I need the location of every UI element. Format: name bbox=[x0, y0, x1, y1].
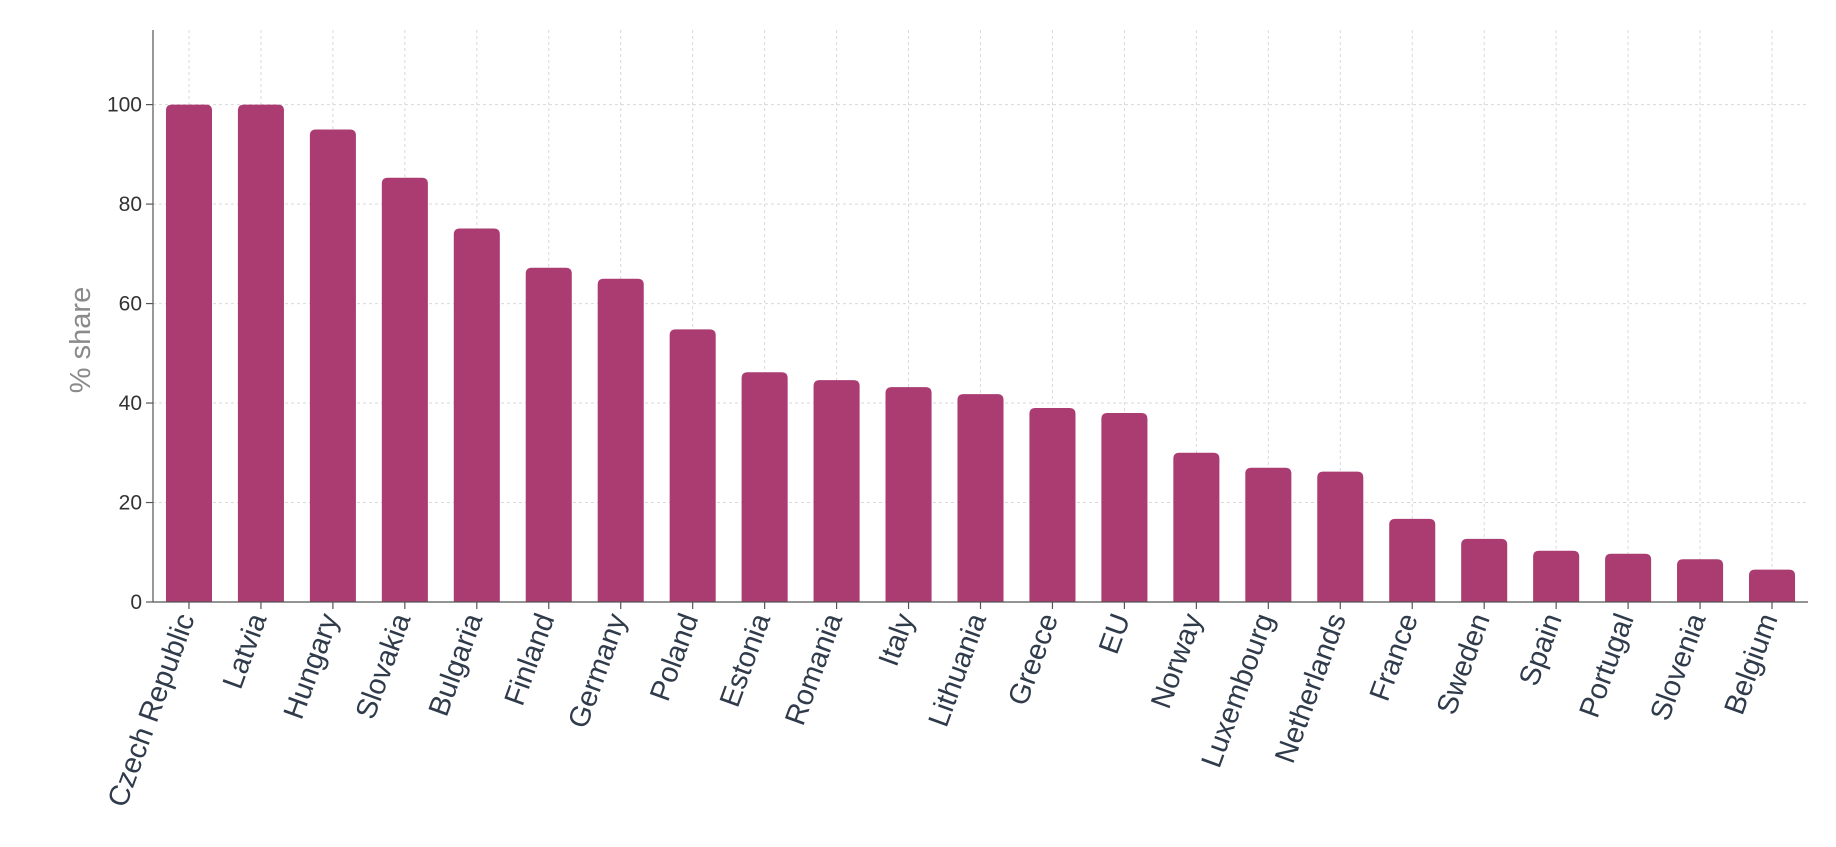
bar-sweden bbox=[1461, 538, 1508, 602]
bar-luxembourg bbox=[1245, 467, 1292, 602]
x-tick-labels: Czech Republic Latvia Hungary Slovakia Bulga… bbox=[102, 609, 1785, 812]
bar-eu bbox=[1101, 412, 1148, 602]
bar-norway bbox=[1173, 452, 1220, 602]
x-tick-label: Luxembourg bbox=[1196, 609, 1281, 771]
bar-germany bbox=[597, 278, 644, 602]
x-tick-label: Belgium bbox=[1719, 609, 1785, 718]
y-tick-label: 0 bbox=[130, 591, 142, 614]
y-tick-labels: 0 20 40 60 80 100 bbox=[107, 94, 142, 614]
y-tick-label: 40 bbox=[119, 392, 142, 415]
x-tick-label: Latvia bbox=[217, 609, 274, 693]
x-tick-label: Romania bbox=[779, 609, 849, 730]
x-tick-label: Germany bbox=[562, 609, 633, 732]
x-tick-label: Spain bbox=[1513, 609, 1568, 690]
x-tick-label: Norway bbox=[1145, 609, 1209, 713]
bar-greece bbox=[1029, 408, 1076, 602]
bar-hungary bbox=[309, 129, 356, 602]
bar-poland bbox=[669, 329, 716, 602]
bar-france bbox=[1389, 518, 1436, 602]
y-tick-label: 80 bbox=[119, 193, 142, 216]
x-tick-label: Czech Republic bbox=[102, 609, 202, 811]
bar-latvia bbox=[237, 104, 284, 602]
x-tick-label: EU bbox=[1093, 609, 1137, 658]
x-tick-label: France bbox=[1364, 609, 1425, 705]
y-tick-label: 100 bbox=[107, 94, 142, 117]
x-tick-label: Portugal bbox=[1574, 609, 1641, 721]
bar-belgium bbox=[1748, 569, 1796, 602]
bar-slovenia bbox=[1677, 559, 1724, 602]
x-tick-label: Sweden bbox=[1431, 609, 1497, 718]
axes bbox=[146, 30, 1808, 609]
bar-spain bbox=[1533, 550, 1580, 602]
y-axis-title: % share bbox=[65, 287, 97, 393]
bar-italy bbox=[885, 387, 932, 602]
y-tick-label: 60 bbox=[119, 293, 142, 316]
bar-estonia bbox=[741, 372, 788, 602]
bars bbox=[165, 104, 1796, 602]
x-tick-label: Finland bbox=[499, 609, 562, 709]
bar-finland bbox=[525, 267, 572, 602]
x-tick-label: Italy bbox=[873, 609, 921, 670]
x-tick-label: Greece bbox=[1002, 609, 1065, 709]
y-tick-label: 20 bbox=[119, 492, 142, 515]
bar-netherlands bbox=[1317, 471, 1364, 602]
bar-czech-republic bbox=[165, 104, 213, 602]
bar-slovakia bbox=[381, 177, 428, 602]
x-tick-label: Hungary bbox=[278, 609, 346, 723]
bar-bulgaria bbox=[453, 228, 500, 602]
x-tick-label: Estonia bbox=[714, 609, 777, 712]
x-tick-label: Poland bbox=[644, 609, 705, 705]
bar-portugal bbox=[1605, 553, 1652, 602]
x-tick-label: Slovakia bbox=[350, 609, 418, 724]
x-tick-label: Netherlands bbox=[1269, 609, 1353, 767]
x-tick-label: Slovenia bbox=[1645, 609, 1713, 725]
bar-lithuania bbox=[957, 394, 1004, 602]
x-tick-label: Bulgaria bbox=[423, 609, 490, 721]
x-tick-label: Lithuania bbox=[923, 609, 994, 731]
bar-romania bbox=[813, 380, 860, 602]
